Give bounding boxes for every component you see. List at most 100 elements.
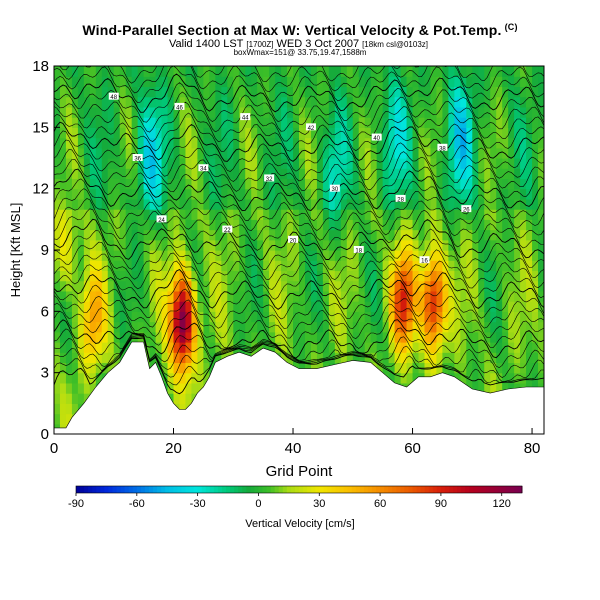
velocity-cell <box>119 158 127 169</box>
theta-label-bg <box>240 113 251 121</box>
colorbar-swatch <box>92 486 97 493</box>
velocity-cell <box>442 178 449 190</box>
velocity-cell <box>54 106 61 118</box>
velocity-cell <box>101 250 109 261</box>
velocity-cell <box>215 229 222 241</box>
velocity-cell <box>149 168 157 180</box>
velocity-cell <box>490 219 497 231</box>
velocity-cell <box>65 209 73 220</box>
velocity-cell <box>508 229 515 241</box>
velocity-cell <box>418 239 426 251</box>
theta-label-bg <box>419 256 430 264</box>
theta-label: 46 <box>176 105 183 111</box>
velocity-cell <box>538 321 544 333</box>
velocity-cell <box>472 362 479 374</box>
velocity-cell <box>239 239 246 251</box>
velocity-cell <box>251 229 258 241</box>
velocity-cell <box>167 229 175 241</box>
velocity-cell <box>197 66 204 77</box>
colorbar-swatch <box>193 486 199 493</box>
velocity-cell <box>65 331 73 343</box>
velocity-cell <box>197 198 204 210</box>
velocity-cell <box>478 188 485 200</box>
velocity-cell <box>95 198 103 210</box>
velocity-cell <box>520 321 527 333</box>
velocity-cell <box>239 321 246 333</box>
velocity-cell <box>340 188 348 200</box>
velocity-cell <box>227 229 234 241</box>
velocity-cell <box>155 86 163 98</box>
velocity-cell <box>179 178 187 190</box>
velocity-cell <box>328 331 336 343</box>
theta-line <box>54 299 544 339</box>
velocity-cell <box>293 147 300 159</box>
velocity-cell <box>209 229 216 241</box>
velocity-cell <box>77 76 85 88</box>
velocity-cell <box>322 86 330 98</box>
velocity-cell <box>370 127 378 139</box>
velocity-cell <box>340 117 348 128</box>
velocity-cell <box>83 137 91 149</box>
velocity-cell <box>54 96 61 108</box>
velocity-cell <box>233 66 240 77</box>
colorbar-swatch <box>351 486 357 493</box>
velocity-cell <box>293 260 300 272</box>
velocity-cell <box>257 321 264 333</box>
velocity-cell <box>424 270 432 282</box>
velocity-cell <box>179 290 187 302</box>
velocity-cell <box>418 76 426 88</box>
colorbar-swatch <box>128 486 134 493</box>
velocity-cell <box>233 188 240 200</box>
velocity-cell <box>269 280 276 292</box>
theta-line <box>54 310 544 349</box>
velocity-cell <box>95 331 103 343</box>
velocity-cell <box>478 117 485 128</box>
velocity-cell <box>538 137 544 149</box>
velocity-cell <box>478 76 485 88</box>
velocity-cell <box>299 229 306 241</box>
velocity-cell <box>185 76 193 88</box>
velocity-cell <box>370 280 378 292</box>
velocity-cell <box>95 229 103 241</box>
velocity-cell <box>83 86 91 98</box>
velocity-cell <box>89 188 97 200</box>
velocity-cell <box>358 311 366 323</box>
velocity-cell <box>71 260 79 272</box>
velocity-cell <box>203 137 210 149</box>
velocity-cell <box>430 106 438 118</box>
velocity-cell <box>424 209 432 220</box>
velocity-cell <box>484 372 491 384</box>
velocity-cell <box>520 270 527 282</box>
velocity-cell <box>412 198 420 210</box>
velocity-cell <box>299 250 306 261</box>
velocity-cell <box>221 168 228 180</box>
velocity-cell <box>328 321 336 333</box>
velocity-cell <box>137 250 145 261</box>
velocity-cell <box>233 229 240 241</box>
velocity-cell <box>436 117 444 128</box>
velocity-cell <box>167 382 175 394</box>
velocity-cell <box>251 168 258 180</box>
velocity-cell <box>107 362 115 374</box>
velocity-cell <box>131 229 139 241</box>
velocity-cell <box>287 198 294 210</box>
velocity-cell <box>520 147 527 159</box>
velocity-cell <box>352 301 360 312</box>
velocity-cell <box>113 239 121 251</box>
velocity-cell <box>448 158 455 169</box>
velocity-cell <box>131 147 139 159</box>
velocity-cell <box>514 321 521 333</box>
velocity-cell <box>209 280 216 292</box>
velocity-cell <box>436 76 444 88</box>
velocity-cell <box>299 290 306 302</box>
velocity-cell <box>65 66 73 77</box>
velocity-cell <box>149 301 157 312</box>
velocity-cell <box>281 76 288 88</box>
colorbar-swatch <box>384 486 389 493</box>
velocity-cell <box>77 117 85 128</box>
velocity-cell <box>227 137 234 149</box>
velocity-cell <box>484 106 491 118</box>
velocity-cell <box>143 311 151 323</box>
velocity-cell <box>358 198 366 210</box>
